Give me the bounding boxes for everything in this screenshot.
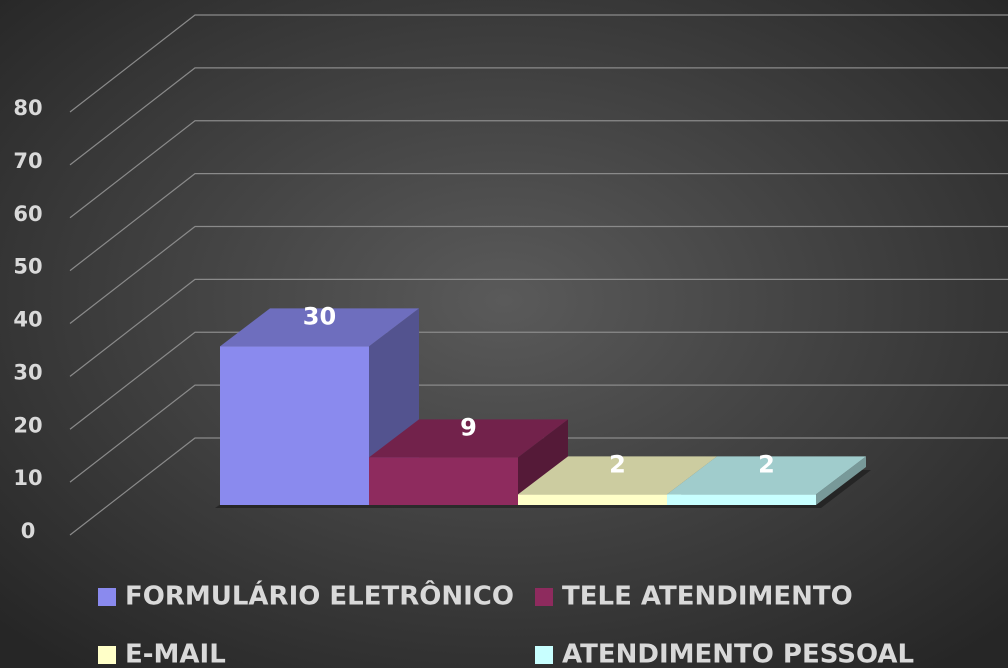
bar-top	[220, 308, 419, 347]
bar	[220, 346, 369, 505]
legend-label: ATENDIMENTO PESSOAL	[562, 640, 914, 668]
bar-side	[518, 419, 568, 505]
y-tick-label: 10	[13, 466, 42, 490]
data-label: 30	[303, 302, 336, 330]
legend-swatch	[535, 588, 553, 606]
bar-top	[518, 456, 717, 495]
grid-line	[69, 225, 1008, 324]
data-label: 9	[460, 413, 477, 441]
bar	[369, 457, 518, 505]
y-tick-label: 20	[13, 413, 42, 437]
grid-line	[69, 278, 1008, 377]
bar	[667, 494, 816, 505]
bar	[518, 494, 667, 505]
y-tick-label: 40	[13, 308, 42, 332]
legend-swatch	[98, 646, 116, 664]
y-tick-label: 70	[13, 149, 42, 173]
legend-swatch	[98, 588, 116, 606]
grid-line	[69, 67, 1008, 166]
y-tick-label: 0	[21, 519, 36, 543]
grid-line	[69, 14, 1008, 113]
y-tick-label: 80	[13, 96, 42, 120]
grid-line	[69, 331, 1008, 430]
legend-label: FORMULÁRIO ELETRÔNICO	[125, 580, 514, 612]
data-label: 2	[758, 450, 775, 478]
grid-line	[69, 437, 1008, 536]
grid-line	[69, 120, 1008, 219]
grid-line	[69, 173, 1008, 272]
y-tick-label: 60	[13, 202, 42, 226]
legend-swatch	[535, 646, 553, 664]
legend-label: TELE ATENDIMENTO	[562, 582, 853, 612]
bar-side	[816, 456, 866, 505]
y-tick-label: 50	[13, 255, 42, 279]
bar-top	[667, 456, 866, 495]
grid-line	[69, 384, 1008, 483]
data-label: 2	[609, 450, 626, 478]
legend-label: E-MAIL	[125, 640, 226, 668]
bar-top	[369, 419, 568, 458]
y-tick-label: 30	[13, 360, 42, 384]
